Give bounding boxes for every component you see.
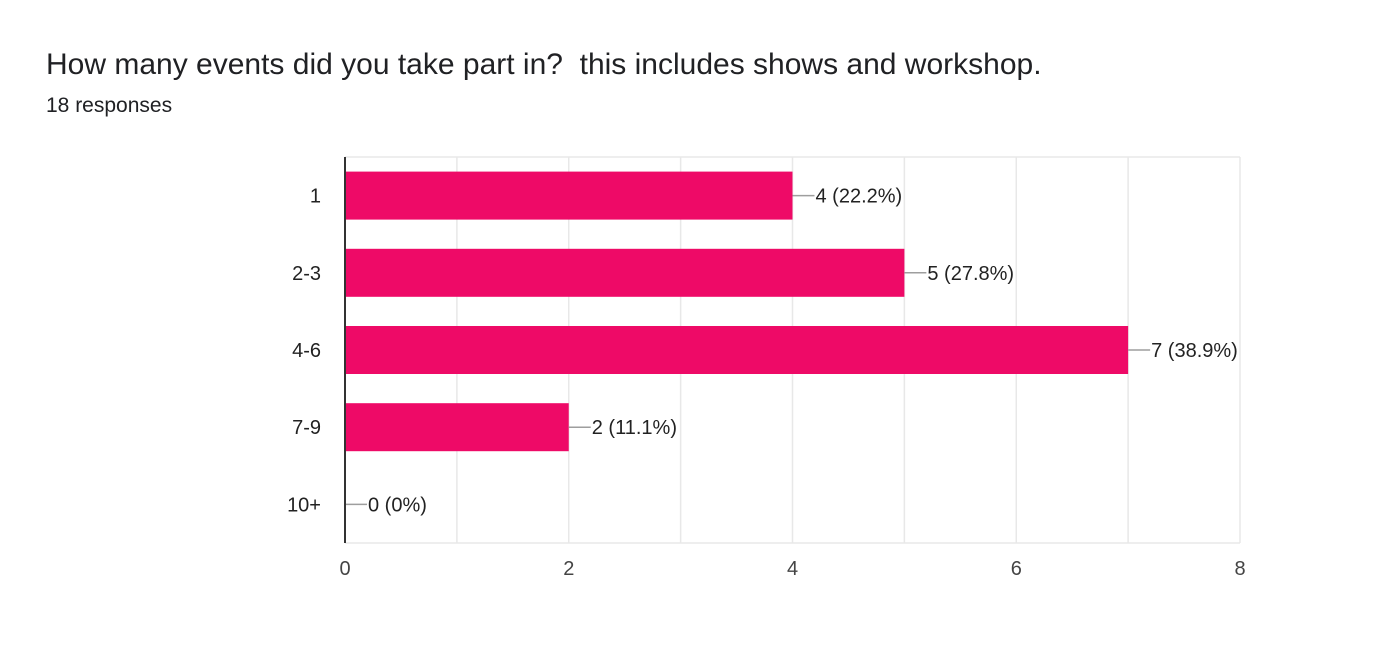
bar-4-6 [345, 326, 1129, 374]
bar-1 [345, 171, 793, 220]
x-tick-label-4: 4 [787, 558, 798, 580]
category-label-7-9: 7-9 [292, 417, 321, 439]
category-label-1: 1 [310, 186, 321, 208]
bars [345, 171, 1129, 452]
response-count: 18 responses [46, 94, 173, 117]
question-title: How many events did you take part in? th… [46, 48, 1042, 81]
data-label-4-6: 7 (38.9%) [1151, 340, 1238, 362]
x-tick-label-8: 8 [1234, 558, 1245, 580]
bar-7-9 [345, 403, 569, 452]
x-tick-label-0: 0 [339, 558, 350, 580]
data-label-2-3: 5 (27.8%) [927, 263, 1014, 285]
category-label-4-6: 4-6 [292, 340, 321, 362]
x-tick-label-6: 6 [1011, 558, 1022, 580]
data-label-1: 4 (22.2%) [816, 186, 903, 208]
category-label-10+: 10+ [287, 494, 321, 516]
x-tick-labels: 0 2 4 6 8 [339, 558, 1245, 580]
x-tick-label-2: 2 [563, 558, 574, 580]
leader-lines [345, 194, 1151, 506]
data-label-7-9: 2 (11.1%) [592, 417, 677, 439]
category-labels: 1 2-3 4-6 7-9 10+ [287, 186, 321, 517]
data-labels: 4 (22.2%) 5 (27.8%) 7 (38.9%) 2 (11.1%) 0 (0… [368, 186, 1238, 517]
data-label-10+: 0 (0%) [368, 494, 427, 516]
category-label-2-3: 2-3 [292, 263, 321, 285]
bar-2-3 [345, 248, 905, 297]
